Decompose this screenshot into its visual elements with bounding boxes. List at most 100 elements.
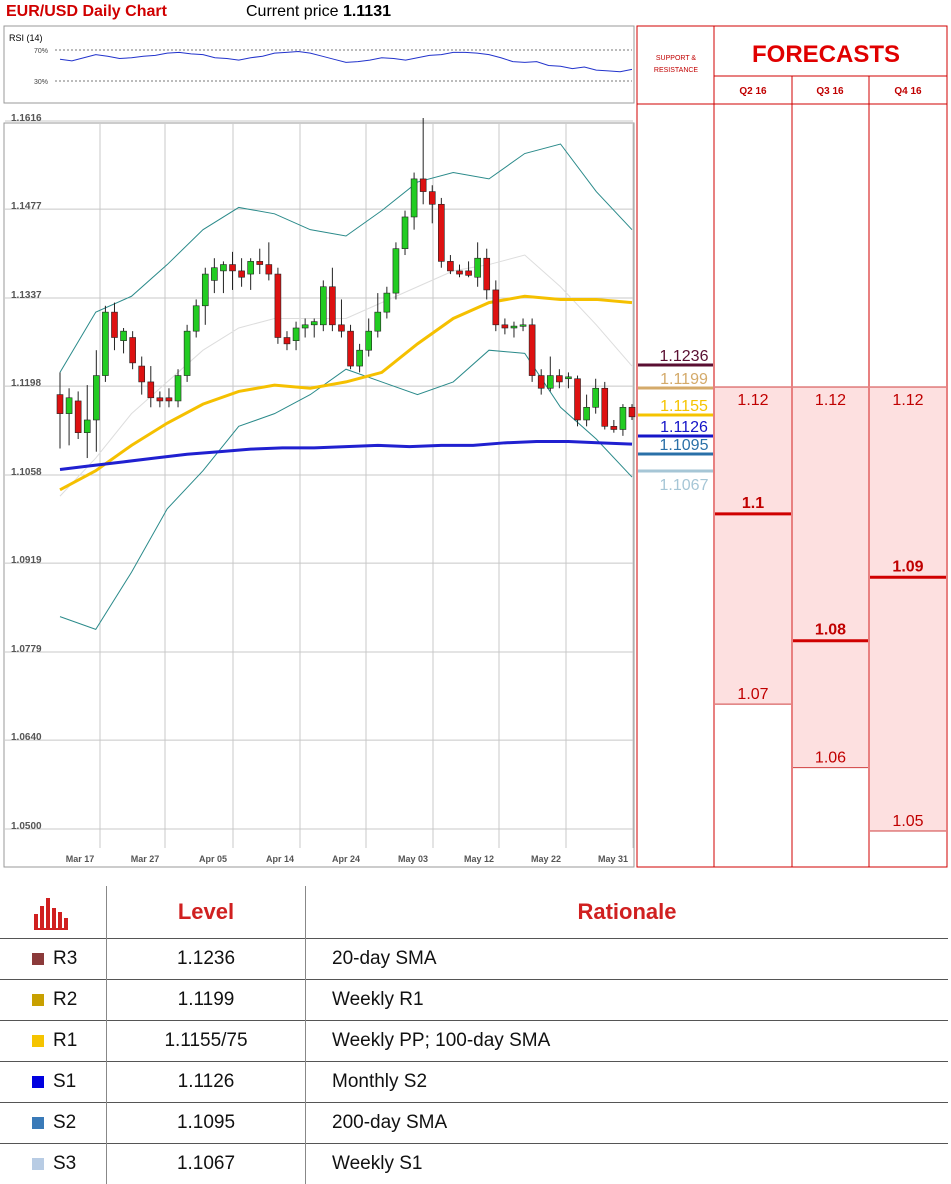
- candle-body: [66, 398, 72, 414]
- x-tick-label: May 31: [598, 854, 628, 864]
- candle-body: [148, 382, 154, 398]
- forecast-range-band: [870, 387, 946, 831]
- candle-body: [93, 376, 99, 420]
- level-color-swatch: [32, 1158, 44, 1170]
- candle-body: [84, 420, 90, 433]
- level-color-swatch: [32, 994, 44, 1006]
- y-tick-label: 1.0919: [11, 555, 42, 566]
- candle-body: [175, 376, 181, 401]
- forecast-mid-label: 1.08: [815, 622, 846, 639]
- candle-body: [239, 271, 245, 277]
- level-header: Level: [107, 886, 306, 939]
- candle-body: [620, 407, 626, 429]
- candle-body: [529, 325, 535, 376]
- rsi-level-30: 30%: [34, 79, 48, 86]
- candle-body: [166, 398, 172, 401]
- forecasts-title: FORECASTS: [752, 41, 900, 68]
- level-rationale: Monthly S2: [306, 1062, 949, 1103]
- candle-body: [157, 398, 163, 401]
- candle-body: [57, 395, 63, 414]
- candle-body: [629, 407, 635, 417]
- y-tick-label: 1.0500: [11, 821, 42, 832]
- level-value: 1.1155/75: [107, 1021, 306, 1062]
- level-code-cell: S1: [0, 1062, 107, 1103]
- level-rationale: 200-day SMA: [306, 1103, 949, 1144]
- level-value: 1.1095: [107, 1103, 306, 1144]
- sr-level-label: 1.1126: [660, 419, 708, 436]
- candle-body: [411, 179, 417, 217]
- level-code: S3: [53, 1153, 76, 1174]
- forecast-range-band: [793, 387, 868, 768]
- level-code-cell: R3: [0, 939, 107, 980]
- candle-body: [493, 290, 499, 325]
- x-tick-label: Apr 24: [332, 854, 360, 864]
- level-color-swatch: [32, 953, 44, 965]
- support-resistance-label-2: RESISTANCE: [654, 67, 699, 74]
- level-rationale: Weekly R1: [306, 980, 949, 1021]
- level-color-swatch: [32, 1035, 44, 1047]
- candle-body: [284, 338, 290, 344]
- x-tick-label: Mar 27: [131, 854, 160, 864]
- x-tick-label: Apr 05: [199, 854, 227, 864]
- candle-body: [602, 388, 608, 426]
- candle-body: [348, 331, 354, 366]
- rsi-label: RSI (14): [9, 33, 43, 43]
- candle-body: [538, 376, 544, 389]
- candle-body: [130, 338, 136, 363]
- y-tick-label: 1.0779: [11, 644, 42, 655]
- candle-body: [466, 271, 472, 275]
- y-tick-label: 1.1337: [11, 290, 42, 301]
- candle-body: [329, 287, 335, 325]
- x-tick-label: May 12: [464, 854, 494, 864]
- y-tick-label: 1.0640: [11, 732, 42, 743]
- forecast-q4-label: Q4 16: [894, 86, 922, 97]
- candle-body: [438, 204, 444, 261]
- candle-body: [275, 274, 281, 337]
- x-tick-label: May 03: [398, 854, 428, 864]
- candle-body: [420, 179, 426, 192]
- candle-body: [248, 261, 254, 274]
- chart-area: RSI (14) 70% 30% 1.16161.14771.13371.119…: [0, 0, 951, 880]
- candle-body: [266, 265, 272, 275]
- sr-level-label: 1.1095: [660, 437, 709, 454]
- x-tick-label: Mar 17: [66, 854, 95, 864]
- candle-body: [447, 261, 453, 271]
- candle-body: [220, 265, 226, 271]
- candle-body: [584, 407, 590, 420]
- candle-body: [502, 325, 508, 328]
- sr-level-label: 1.1155: [660, 398, 708, 415]
- candle-body: [402, 217, 408, 249]
- candle-body: [520, 325, 526, 327]
- level-value: 1.1236: [107, 939, 306, 980]
- candle-body: [320, 287, 326, 325]
- candle-body: [429, 192, 435, 205]
- candle-body: [202, 274, 208, 306]
- level-rationale: 20-day SMA: [306, 939, 949, 980]
- forecast-high-label: 1.12: [815, 392, 846, 409]
- table-icon-cell: [0, 886, 107, 939]
- sr-level-label: 1.1067: [660, 477, 709, 494]
- price-panel: [4, 123, 634, 867]
- candle-body: [193, 306, 199, 331]
- level-value: 1.1067: [107, 1144, 306, 1184]
- candle-body: [357, 350, 363, 366]
- candle-body: [556, 376, 562, 382]
- candle-body: [121, 331, 127, 341]
- level-code-cell: R2: [0, 980, 107, 1021]
- candle-body: [111, 312, 117, 337]
- forecast-high-label: 1.12: [737, 392, 768, 409]
- candle-body: [375, 312, 381, 331]
- forecast-range-band: [715, 387, 791, 704]
- candle-body: [393, 249, 399, 293]
- y-tick-label: 1.1058: [11, 467, 42, 478]
- candle-body: [384, 293, 390, 312]
- forecast-low-label: 1.07: [737, 686, 768, 703]
- candle-body: [593, 388, 599, 407]
